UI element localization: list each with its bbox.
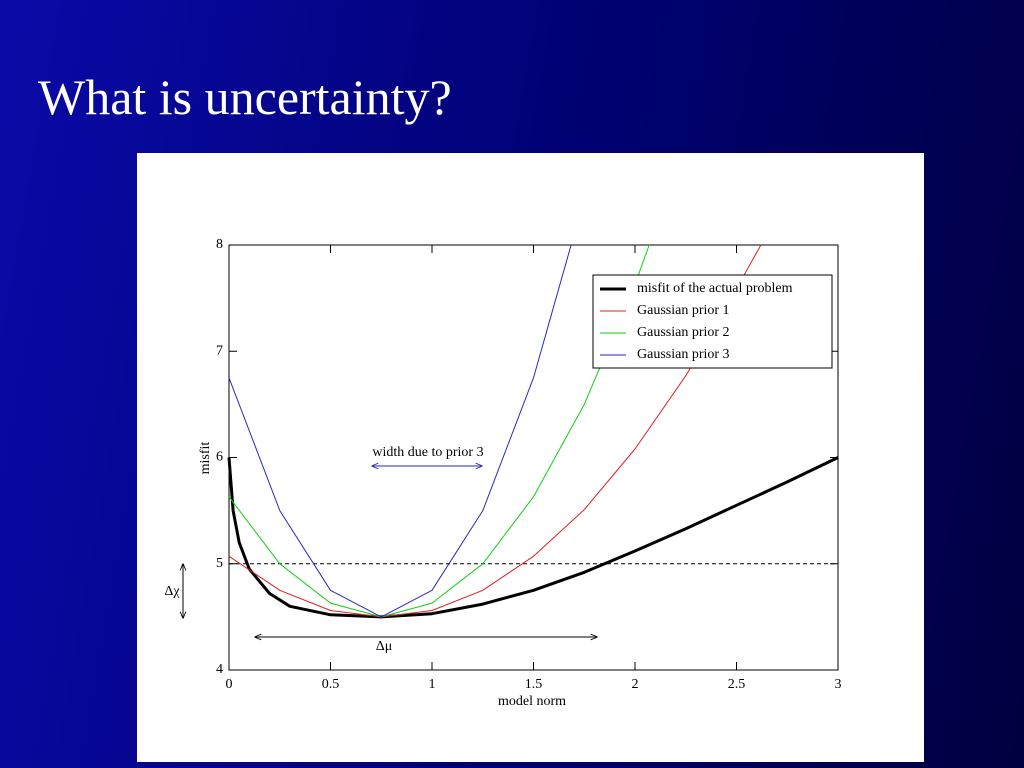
y-tick-label: 5 [216, 556, 223, 571]
legend-label: Gaussian prior 3 [637, 347, 730, 362]
y-axis-label: misfit [198, 442, 213, 475]
annotation: width due to prior 3 [372, 445, 483, 460]
chart-panel [137, 153, 924, 762]
y-tick-label: 8 [216, 237, 223, 252]
legend-label: misfit of the actual problem [637, 281, 793, 296]
legend-label: Gaussian prior 2 [637, 325, 730, 340]
legend-box [592, 274, 833, 369]
series-line [228, 244, 572, 618]
series-line [227, 456, 839, 619]
x-tick-label: 2 [632, 677, 639, 692]
slide-title: What is uncertainty? [38, 69, 452, 125]
x-tick-label: 0 [226, 677, 233, 692]
x-tick-label: 2.5 [728, 677, 746, 692]
annotation: Δμ [376, 639, 393, 654]
x-tick-label: 3 [835, 677, 842, 692]
y-tick-label: 4 [216, 662, 223, 677]
legend-label: Gaussian prior 1 [637, 303, 730, 318]
x-tick-label: 1.5 [525, 677, 543, 692]
x-tick-label: 0.5 [322, 677, 340, 692]
annotation: Δχ [164, 584, 180, 599]
y-tick-label: 7 [216, 343, 223, 358]
x-axis-label: model norm [498, 694, 566, 709]
x-tick-label: 1 [429, 677, 436, 692]
y-tick-label: 6 [216, 450, 223, 465]
